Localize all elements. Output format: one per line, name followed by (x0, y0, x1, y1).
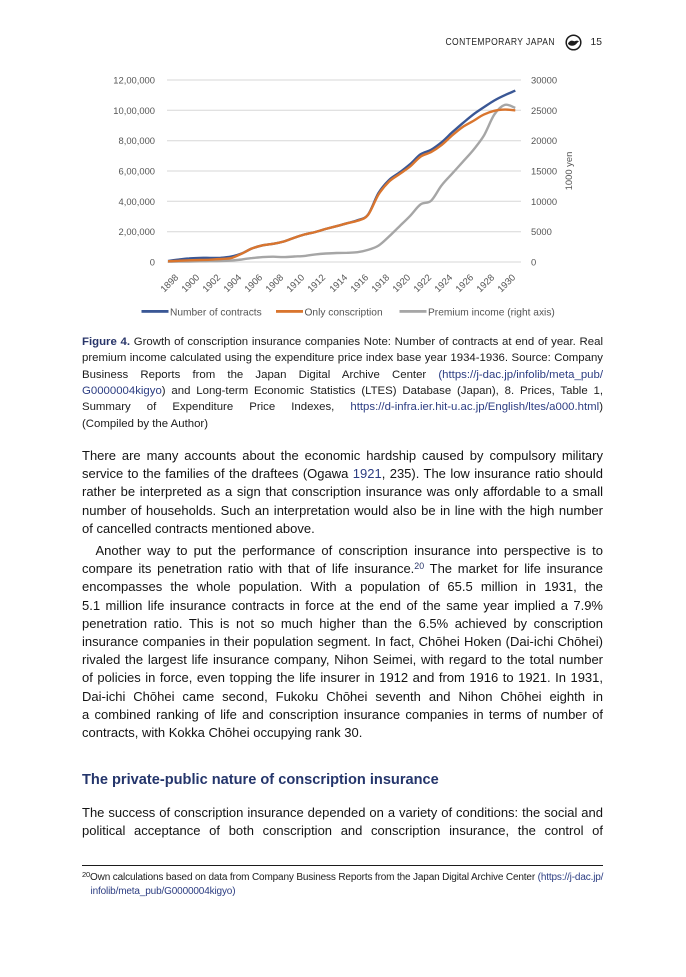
svg-text:4,00,000: 4,00,000 (119, 196, 156, 207)
svg-text:1920: 1920 (390, 272, 413, 295)
svg-text:15000: 15000 (531, 166, 557, 177)
svg-text:2,00,000: 2,00,000 (119, 226, 156, 237)
svg-text:1906: 1906 (242, 272, 265, 295)
svg-text:20000: 20000 (531, 135, 557, 146)
svg-text:12,00,000: 12,00,000 (113, 75, 155, 86)
svg-text:1902: 1902 (200, 272, 223, 295)
svg-text:5000: 5000 (531, 226, 552, 237)
svg-text:1898: 1898 (158, 272, 181, 295)
svg-text:1914: 1914 (327, 272, 350, 295)
svg-text:1912: 1912 (305, 272, 328, 295)
svg-text:1930: 1930 (495, 272, 518, 295)
svg-text:1908: 1908 (263, 272, 286, 295)
svg-text:30000: 30000 (531, 75, 557, 86)
svg-text:0: 0 (531, 257, 536, 268)
svg-text:1922: 1922 (411, 272, 434, 295)
svg-text:0: 0 (150, 257, 155, 268)
svg-text:1904: 1904 (221, 272, 244, 295)
svg-text:1900: 1900 (179, 272, 202, 295)
svg-text:1924: 1924 (432, 272, 455, 295)
svg-text:1918: 1918 (369, 272, 392, 295)
svg-text:1910: 1910 (284, 272, 307, 295)
svg-text:1916: 1916 (348, 272, 371, 295)
svg-text:8,00,000: 8,00,000 (119, 135, 156, 146)
svg-text:6,00,000: 6,00,000 (119, 166, 156, 177)
svg-text:10000: 10000 (531, 196, 557, 207)
svg-text:1000 yen: 1000 yen (563, 152, 574, 191)
svg-text:Premium income (right axis): Premium income (right axis) (428, 308, 555, 319)
svg-text:Only conscription: Only conscription (305, 308, 383, 319)
svg-text:25000: 25000 (531, 105, 557, 116)
svg-text:1928: 1928 (474, 272, 497, 295)
svg-text:10,00,000: 10,00,000 (113, 105, 155, 116)
svg-text:Number of contracts: Number of contracts (170, 308, 262, 319)
svg-text:1926: 1926 (453, 272, 476, 295)
